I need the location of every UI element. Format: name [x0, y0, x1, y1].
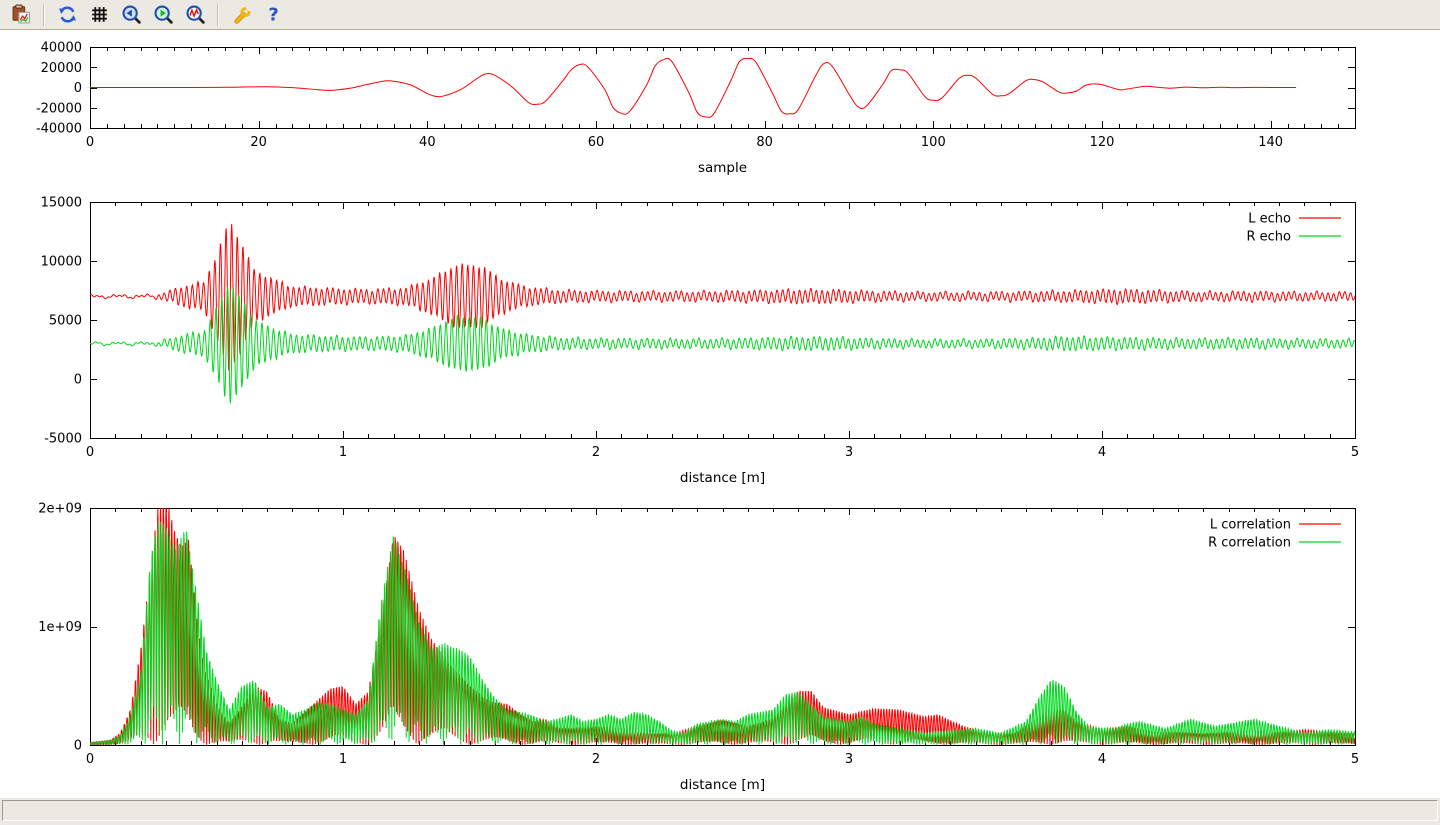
clipboard-icon [11, 4, 32, 25]
x-tick-label: 3 [845, 752, 853, 767]
x-tick-label: 0 [86, 135, 94, 150]
legend: L echo R echo [1246, 212, 1341, 245]
x-tick-label: 120 [1090, 135, 1115, 150]
axes [90, 202, 1356, 439]
x-tick-label: 0 [86, 445, 94, 460]
x-tick-label: 80 [756, 135, 773, 150]
series-layer [90, 58, 1296, 117]
x-tick-label: 5 [1351, 752, 1359, 767]
zoom-next-icon [153, 4, 174, 25]
plot-canvas[interactable]: 020406080100120140-40000-200000200004000… [0, 0, 1440, 825]
series-layer [90, 224, 1355, 403]
zoom-previous-icon [121, 4, 142, 25]
x-tick-label: 1 [339, 445, 347, 460]
x-tick-label: 5 [1351, 445, 1359, 460]
axes [90, 508, 1356, 746]
legend: L correlation R correlation [1208, 518, 1341, 551]
legend-label: L correlation [1210, 518, 1291, 533]
toolbar-separator [217, 4, 219, 26]
chart-3: 0 1 2 3 4 5 0 1e+09 2e+09 distance [m] L correlati… [38, 502, 1359, 794]
x-tick-label: 1 [339, 752, 347, 767]
y-tick-label: 5000 [49, 314, 82, 329]
svg-text:?: ? [268, 4, 278, 25]
series-line-chirp-pulse [90, 58, 1296, 117]
y-tick-label: -5000 [44, 432, 82, 447]
y-tick-label: 40000 [41, 41, 82, 56]
x-tick-label: 60 [588, 135, 605, 150]
x-tick-label: 20 [250, 135, 267, 150]
chart-2: 0 1 2 3 4 5 -5000 0 5000 10000 15000 distance [m] L … [41, 196, 1360, 487]
toggle-grid-button[interactable] [85, 2, 113, 28]
x-axis-label: sample [698, 160, 747, 176]
autoscale-button[interactable] [181, 2, 209, 28]
x-tick-label: 140 [1258, 135, 1283, 150]
refresh-icon [57, 4, 78, 25]
zoom-previous-button[interactable] [117, 2, 145, 28]
toolbar-separator [43, 4, 45, 26]
y-tick-label: 0 [74, 81, 82, 96]
replot-button[interactable] [53, 2, 81, 28]
help-icon: ? [263, 4, 284, 25]
grid-icon [89, 4, 110, 25]
y-tick-label: -40000 [36, 122, 82, 137]
series-line-l-echo [90, 224, 1355, 371]
zoom-autoscale-icon [185, 4, 206, 25]
y-tick-label: 10000 [41, 255, 82, 270]
copy-plot-button[interactable] [7, 2, 35, 28]
status-bar [0, 798, 1440, 825]
configure-button[interactable] [227, 2, 255, 28]
legend-label: R correlation [1208, 536, 1291, 551]
y-tick-label: 15000 [41, 196, 82, 211]
toolbar: ? [0, 0, 1440, 30]
legend-label: L echo [1248, 212, 1291, 227]
x-tick-label: 0 [86, 752, 94, 767]
chart-1: 0 20 40 60 80 100 120 140 -40000 -20000 0 20000 4000… [36, 41, 1356, 177]
y-tick-label: 20000 [41, 61, 82, 76]
x-tick-label: 2 [592, 445, 600, 460]
zoom-next-button[interactable] [149, 2, 177, 28]
x-tick-label: 100 [921, 135, 946, 150]
y-tick-label: 0 [74, 739, 82, 754]
y-tick-label: 2e+09 [38, 502, 82, 517]
series-line-r-correlation [90, 521, 1355, 745]
help-button[interactable]: ? [259, 2, 287, 28]
legend-label: R echo [1246, 230, 1291, 245]
x-axis-label: distance [m] [680, 470, 765, 486]
x-tick-label: 4 [1098, 445, 1106, 460]
x-tick-label: 40 [419, 135, 436, 150]
x-axis-label: distance [m] [680, 777, 765, 793]
series-layer [90, 508, 1355, 745]
status-message [2, 800, 1438, 821]
y-tick-label: 1e+09 [38, 620, 82, 635]
wrench-icon [231, 4, 252, 25]
x-tick-label: 2 [592, 752, 600, 767]
series-line-l-correlation [90, 508, 1355, 745]
x-tick-label: 4 [1098, 752, 1106, 767]
y-tick-label: 0 [74, 373, 82, 388]
y-tick-label: -20000 [36, 101, 82, 116]
x-tick-label: 3 [845, 445, 853, 460]
